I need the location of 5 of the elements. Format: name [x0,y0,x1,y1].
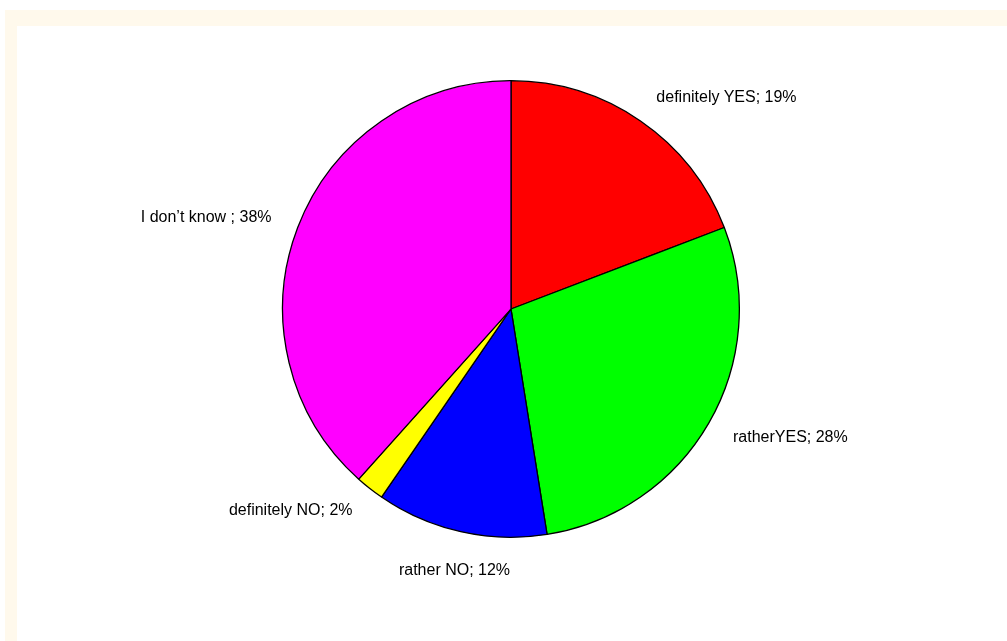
slice-label: rather NO; 12% [398,561,511,579]
slice-label: definitely NO; 2% [228,500,353,518]
slice-label: ratherYES; 28% [733,427,848,445]
slice-label: I don’t know ; 38% [140,207,272,225]
slice-label: definitely YES; 19% [656,88,797,106]
